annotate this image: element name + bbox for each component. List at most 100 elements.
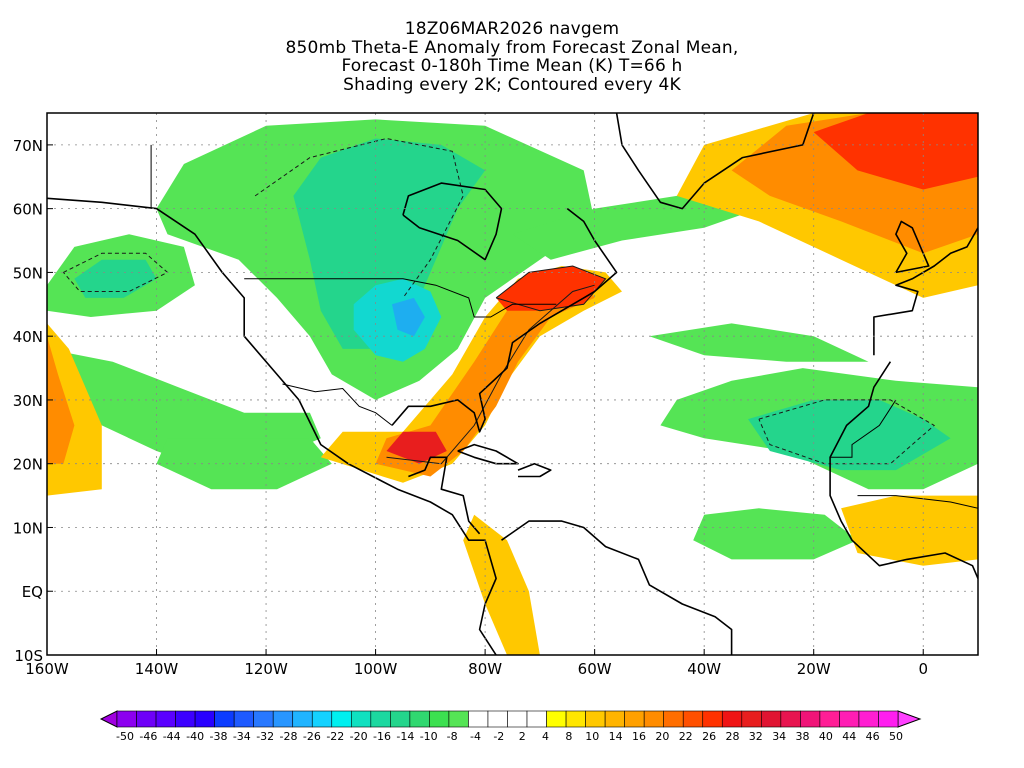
colorbar-swatch <box>682 710 704 728</box>
colorbar-swatch <box>643 710 664 728</box>
coastline-layer <box>47 113 978 655</box>
colorbar-swatch <box>526 710 547 728</box>
colorbar-label: -22 <box>326 730 344 743</box>
latitude-axis-labels: 70N 60N 50N 40N 30N 20N 10N EQ 10S <box>13 137 43 665</box>
warm-contour-northeast <box>495 265 607 312</box>
anomaly-contour-layer <box>63 137 936 465</box>
latitude-label: 10S <box>14 647 43 665</box>
colorbar-swatch <box>624 710 645 728</box>
south-america-north-coast <box>501 520 733 655</box>
latitude-label: 10N <box>13 519 43 537</box>
colorbar-label: -46 <box>139 730 157 743</box>
colorbar-label: 10 <box>585 730 599 743</box>
colorbar-label: -4 <box>470 730 481 743</box>
longitude-label: 160W <box>25 660 69 678</box>
central-america-warm-tongue <box>463 514 540 655</box>
map-title-block: 18Z06MAR2026 navgem 850mb Theta-E Anomal… <box>0 20 1024 94</box>
latitude-label: 40N <box>13 328 43 346</box>
warm-contour-gulf-stream <box>386 284 595 465</box>
gulf-stream-warm-core <box>375 278 595 477</box>
colorbar-label: 38 <box>796 730 810 743</box>
colorbar-swatch <box>585 710 606 728</box>
colorbar-right-arrow <box>897 710 922 728</box>
title-line-3: Forecast 0-180h Time Mean (K) T=66 h <box>341 56 683 76</box>
colorbar-label: -8 <box>447 730 458 743</box>
colorbar-label: -32 <box>256 730 274 743</box>
greenland <box>615 113 815 210</box>
colorbar-label: 28 <box>726 730 740 743</box>
colorbar-swatch <box>233 710 254 728</box>
title-line-1: 18Z06MAR2026 navgem <box>404 19 620 39</box>
map-frame <box>46 112 979 656</box>
axis-ticks <box>46 144 924 656</box>
colorbar-swatch <box>800 710 821 728</box>
colorbar-swatch <box>507 710 528 728</box>
colorbar-left-arrow <box>99 710 118 728</box>
colorbar-swatch <box>214 710 235 728</box>
latitude-label: 50N <box>13 264 43 282</box>
colorbar-swatch <box>370 710 391 728</box>
colorbar-label: 34 <box>772 730 786 743</box>
longitude-label: 20W <box>797 660 831 678</box>
colorbar-swatch <box>839 710 860 728</box>
colorbar-label: -38 <box>210 730 228 743</box>
colorbar-label: 22 <box>679 730 693 743</box>
colorbar-swatch <box>721 710 743 728</box>
north-america-east-coast <box>391 207 618 433</box>
colorbar-swatch <box>546 710 567 728</box>
colorbar-label: -14 <box>396 730 414 743</box>
title-line-4: Shading every 2K; Contoured every 4K <box>343 74 681 95</box>
longitude-label: 100W <box>354 660 398 678</box>
colorbar-swatch <box>487 710 508 728</box>
colorbar-label: 32 <box>749 730 763 743</box>
north-atlantic-cold-band <box>512 195 759 260</box>
longitude-label: 80W <box>468 660 502 678</box>
longitude-label: 140W <box>135 660 179 678</box>
colorbar-swatch <box>116 710 137 728</box>
north-american-cold-core <box>293 138 486 349</box>
latitude-label: 20N <box>13 456 43 474</box>
colorbar-label: 8 <box>565 730 572 743</box>
west-africa-warm <box>841 495 978 566</box>
colorbar-label: -26 <box>303 730 321 743</box>
yucatan-coast <box>408 456 481 535</box>
colorbar-swatch <box>448 710 469 728</box>
hispaniola <box>517 462 552 478</box>
colorbar-label: -2 <box>493 730 504 743</box>
colorbar-label: -28 <box>280 730 298 743</box>
latitude-label: 30N <box>13 392 43 410</box>
north-atlantic-warm-max <box>813 113 978 190</box>
gulf-of-alaska-cold-core <box>74 259 157 298</box>
colorbar-swatch <box>350 710 372 728</box>
latitude-label: 70N <box>13 137 43 155</box>
central-us-cold-peak <box>392 297 425 337</box>
cold-contour-north <box>254 137 464 299</box>
colorbar-label: -10 <box>420 730 438 743</box>
longitude-label: 120W <box>244 660 288 678</box>
colorbar-swatch <box>761 710 782 728</box>
colorbar-label: 40 <box>819 730 833 743</box>
colorbar-swatch <box>604 710 625 728</box>
colorbar-label: -20 <box>350 730 368 743</box>
colorbar-label: 14 <box>609 730 623 743</box>
colorbar-swatch <box>390 710 411 728</box>
atlantic-subtropical-cold-core <box>748 399 951 471</box>
colorbar-label: 4 <box>542 730 549 743</box>
sahara-border-1 <box>830 399 897 458</box>
title-line-2: 850mb Theta-E Anomaly from Forecast Zona… <box>285 37 739 58</box>
us-mexico-border <box>282 383 393 426</box>
cold-contour-atlantic <box>758 399 936 465</box>
hudson-bay <box>402 182 503 261</box>
colorbar-swatch <box>311 710 333 728</box>
colorbar-swatch <box>878 710 899 728</box>
colorbar-swatch <box>702 710 723 728</box>
colorbar-label: -16 <box>373 730 391 743</box>
colorbar-label: 16 <box>632 730 646 743</box>
longitude-axis-labels: 160W 140W 120W 100W 80W 60W 40W 20W 0 <box>25 660 928 678</box>
latitude-label: 60N <box>13 201 43 219</box>
colorbar-label: 50 <box>889 730 903 743</box>
colorbar-label: 20 <box>655 730 669 743</box>
colorbar-swatch <box>253 710 274 728</box>
colorbar-swatch <box>409 710 430 728</box>
